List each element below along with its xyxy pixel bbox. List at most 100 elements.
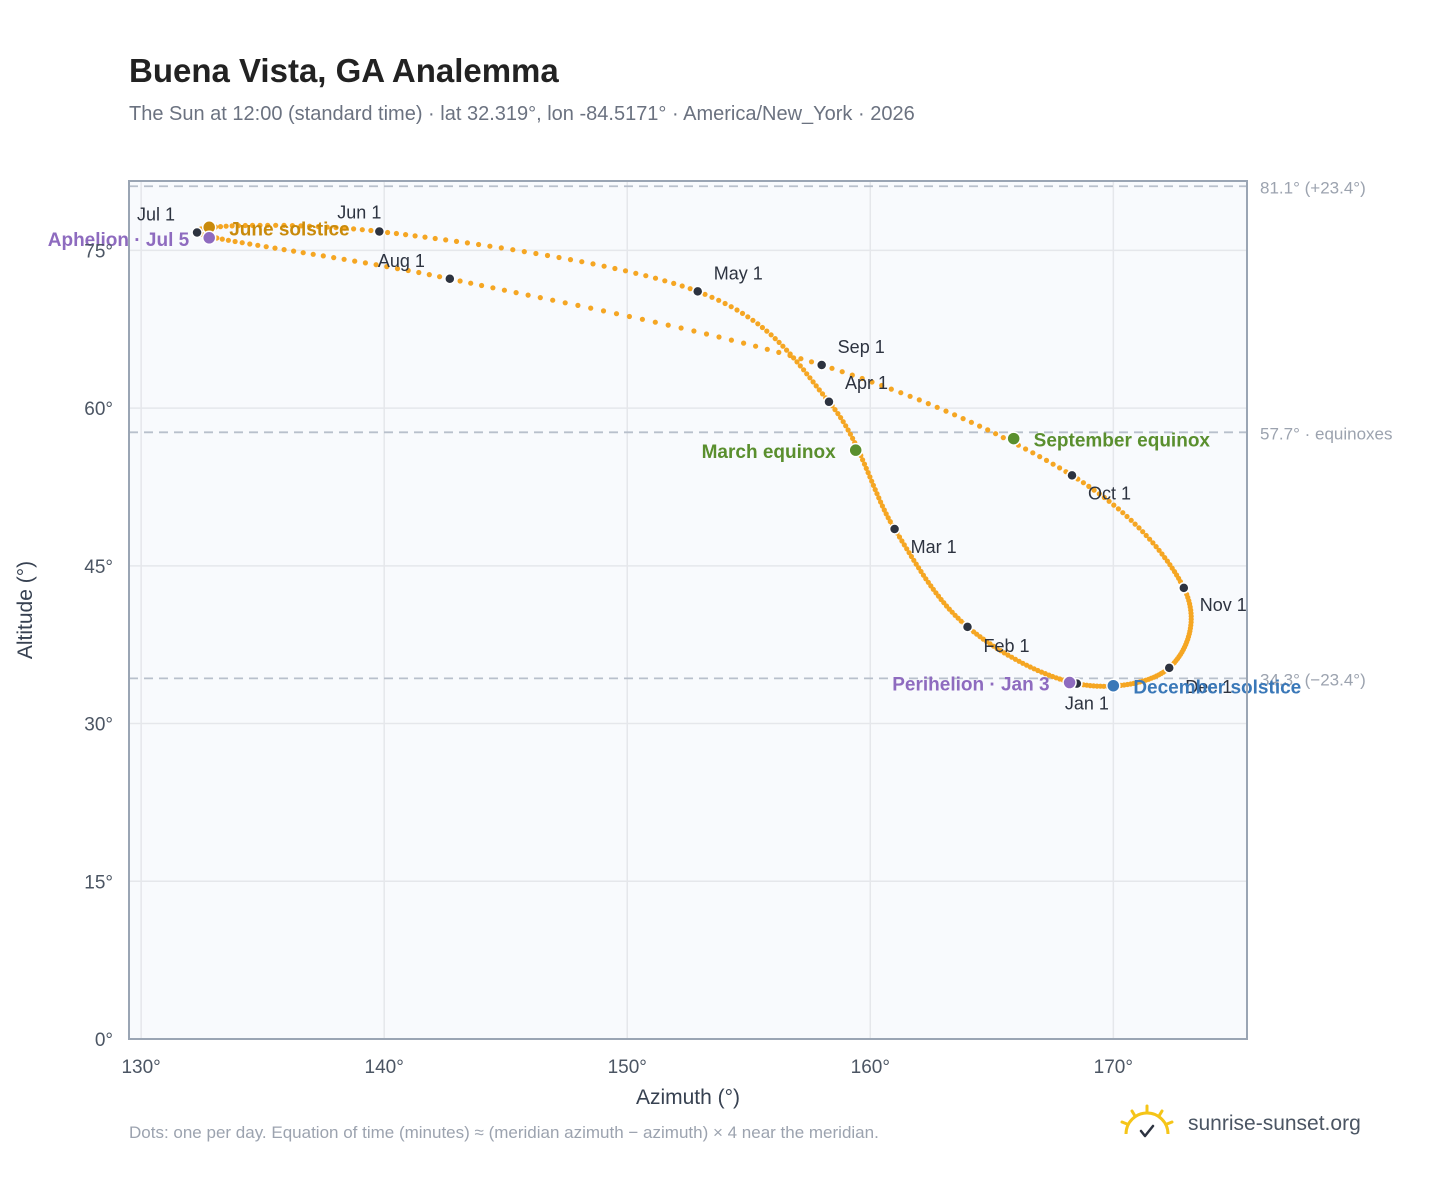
- y-tick-label: 45°: [84, 557, 113, 578]
- daily-dot: [633, 270, 639, 276]
- daily-dot: [865, 470, 871, 476]
- daily-dot: [1086, 483, 1092, 489]
- daily-dot: [1120, 510, 1126, 516]
- daily-dot: [590, 261, 596, 267]
- daily-dot: [1128, 517, 1134, 523]
- daily-dot: [1106, 498, 1112, 504]
- brand[interactable]: sunrise-sunset.org: [1120, 1102, 1361, 1146]
- event-point: [1106, 678, 1121, 693]
- daily-dot: [249, 222, 256, 228]
- daily-dot: [839, 369, 845, 375]
- daily-dot: [780, 343, 786, 349]
- event-label: March equinox: [702, 442, 837, 463]
- daily-dot: [1037, 454, 1043, 460]
- reference-line-label: 81.1° (+23.4°): [1260, 178, 1366, 197]
- event-point: [1006, 431, 1021, 446]
- daily-dot: [255, 242, 261, 248]
- daily-dot: [898, 390, 904, 396]
- daily-dot: [716, 297, 722, 303]
- daily-dot: [879, 503, 886, 509]
- daily-dot: [813, 383, 819, 389]
- event-label: September equinox: [1034, 431, 1211, 452]
- daily-dot: [691, 328, 697, 334]
- daily-dot: [899, 538, 905, 544]
- daily-dot: [861, 461, 868, 467]
- month-label: Aug 1: [378, 251, 425, 271]
- daily-dot: [352, 258, 358, 264]
- daily-dot: [426, 272, 432, 278]
- month-point: [373, 225, 386, 238]
- daily-dot: [405, 267, 411, 274]
- daily-dot: [521, 249, 527, 255]
- daily-dot: [513, 290, 519, 296]
- daily-dot: [643, 273, 649, 279]
- daily-dot: [847, 431, 854, 437]
- daily-dot: [832, 407, 838, 413]
- daily-dot: [896, 534, 903, 540]
- month-point: [444, 273, 456, 285]
- daily-dot: [883, 511, 889, 517]
- daily-dot: [1159, 551, 1165, 557]
- month-label: Apr 1: [845, 373, 888, 393]
- daily-dot: [333, 225, 339, 231]
- daily-dot: [797, 363, 803, 369]
- chart-subtitle: The Sun at 12:00 (standard time) · lat 3…: [129, 103, 915, 125]
- daily-dot: [544, 252, 551, 259]
- daily-dot: [562, 300, 568, 306]
- daily-dot: [533, 250, 539, 257]
- event-label: Perihelion · Jan 3: [892, 675, 1049, 696]
- month-label: Jan 1: [1065, 694, 1109, 714]
- y-tick-label: 60°: [84, 399, 113, 420]
- daily-dot: [1162, 555, 1168, 561]
- daily-dot: [464, 240, 470, 246]
- daily-dot: [819, 391, 826, 397]
- daily-dot: [722, 300, 728, 307]
- month-point: [1178, 582, 1190, 594]
- daily-dot: [863, 465, 869, 471]
- daily-dot: [537, 295, 543, 301]
- reference-line-label: 34.3° (−23.4°): [1260, 670, 1366, 689]
- daily-dot: [342, 225, 348, 231]
- month-label: Jul 1: [137, 205, 175, 225]
- daily-dot: [1101, 494, 1107, 501]
- daily-dot: [652, 275, 659, 281]
- daily-dot: [613, 311, 620, 317]
- daily-dot: [728, 337, 735, 343]
- event-label: December solstice: [1133, 678, 1301, 699]
- daily-dot: [1111, 502, 1117, 508]
- daily-dot: [764, 346, 770, 352]
- daily-dot: [341, 256, 347, 262]
- daily-dot: [247, 241, 253, 247]
- daily-dot: [1150, 540, 1156, 546]
- x-tick-label: 150°: [608, 1057, 647, 1078]
- daily-dot: [687, 286, 693, 292]
- event-point: [201, 230, 217, 246]
- daily-dot: [845, 427, 851, 433]
- daily-dot: [702, 291, 708, 297]
- plot-background: [129, 181, 1247, 1039]
- x-axis-label: Azimuth (°): [636, 1086, 740, 1109]
- daily-dot: [612, 265, 618, 272]
- daily-dot: [550, 297, 556, 303]
- daily-dot: [324, 224, 330, 230]
- daily-dot: [878, 499, 884, 505]
- daily-dot: [784, 347, 790, 353]
- daily-dot: [373, 262, 379, 268]
- daily-dot: [764, 328, 770, 334]
- daily-dot: [457, 278, 463, 284]
- daily-dot: [300, 250, 306, 256]
- daily-dot: [432, 235, 438, 242]
- daily-dot: [385, 229, 391, 236]
- daily-dot: [443, 237, 449, 243]
- brand-name[interactable]: sunrise-sunset.org: [1188, 1112, 1361, 1135]
- daily-dot: [753, 343, 759, 349]
- x-tick-label: 130°: [121, 1057, 160, 1078]
- event-points: June solstice Aphelion · Jul 5 March equin…: [48, 219, 1301, 698]
- daily-dot: [307, 223, 313, 229]
- daily-dot: [840, 419, 846, 425]
- daily-dot: [716, 334, 722, 340]
- daily-dot: [1096, 491, 1102, 497]
- daily-dot: [739, 310, 746, 316]
- daily-dot: [384, 264, 390, 270]
- daily-dot: [918, 568, 924, 575]
